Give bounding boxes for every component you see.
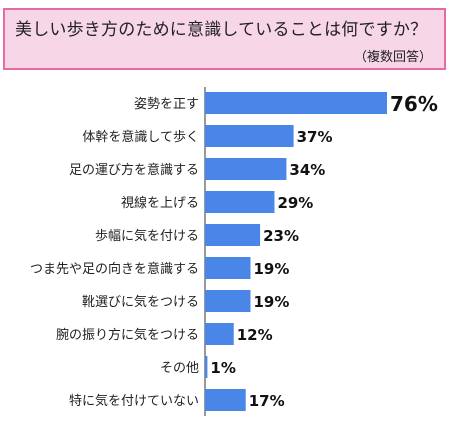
bar (205, 257, 251, 279)
category-label: 歩幅に気を付ける (95, 228, 199, 244)
category-label: 姿勢を正す (134, 96, 199, 112)
value-label: 37% (297, 128, 333, 146)
bar (205, 356, 208, 378)
value-label: 23% (263, 227, 299, 245)
value-label: 12% (237, 326, 273, 344)
bar (205, 125, 294, 147)
value-label: 29% (277, 194, 313, 212)
chart-title: 美しい歩き方のために意識していることは何ですか？ (15, 20, 428, 40)
bar (205, 290, 251, 312)
category-label: 特に気を付けていない (69, 393, 199, 409)
category-label: 視線を上げる (121, 195, 199, 211)
value-label: 17% (249, 392, 285, 410)
value-label: 76% (390, 92, 438, 116)
bar (205, 389, 246, 411)
category-label: 腕の振り方に気をつける (56, 327, 199, 343)
value-label: 19% (254, 260, 290, 278)
value-label: 34% (289, 161, 325, 179)
bar (205, 224, 261, 246)
category-label: 靴選びに気をつける (82, 294, 199, 310)
bar (205, 191, 275, 213)
bar (205, 323, 234, 345)
bar (205, 92, 387, 114)
bar (205, 158, 287, 180)
chart-subtitle: （複数回答） (353, 50, 432, 65)
category-label: その他 (160, 361, 199, 376)
value-label: 19% (254, 293, 290, 311)
category-label: 体幹を意識して歩く (82, 129, 199, 145)
category-label: つま先や足の向きを意識する (30, 261, 199, 277)
value-label: 1% (210, 359, 235, 377)
question-header: 美しい歩き方のために意識していることは何ですか？ （複数回答） (3, 8, 446, 70)
category-label: 足の運び方を意識する (69, 162, 199, 178)
